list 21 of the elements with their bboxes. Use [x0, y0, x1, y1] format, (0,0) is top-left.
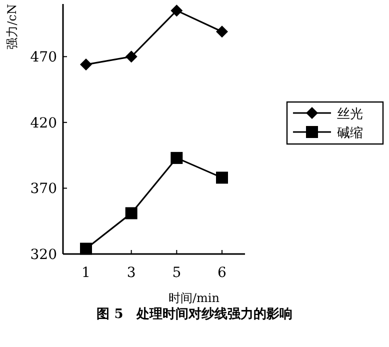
y-tick-label: 370 [30, 181, 57, 198]
x-tick-label: 6 [218, 265, 227, 281]
point [170, 4, 183, 17]
x-tick-label: 5 [172, 265, 182, 281]
x-tick-label: 1 [82, 265, 90, 281]
point [80, 58, 92, 71]
y-tick-label: 320 [30, 247, 57, 263]
legend-label: 碱缩 [337, 125, 363, 140]
point [216, 26, 228, 38]
x-axis-title: 时间/min [168, 291, 220, 305]
y-axis-title: 强力/cN [5, 4, 19, 50]
point [125, 50, 138, 63]
x-tick-label: 3 [126, 265, 136, 281]
point [216, 172, 228, 184]
point [125, 207, 138, 220]
y-tick-label: 470 [30, 50, 57, 66]
y-tick-label: 420 [30, 115, 57, 132]
point [80, 242, 92, 255]
legend-label: 丝光 [337, 106, 363, 121]
point [170, 152, 183, 164]
text: 图 5 处理时间对纱线强力的影响 [96, 307, 292, 322]
